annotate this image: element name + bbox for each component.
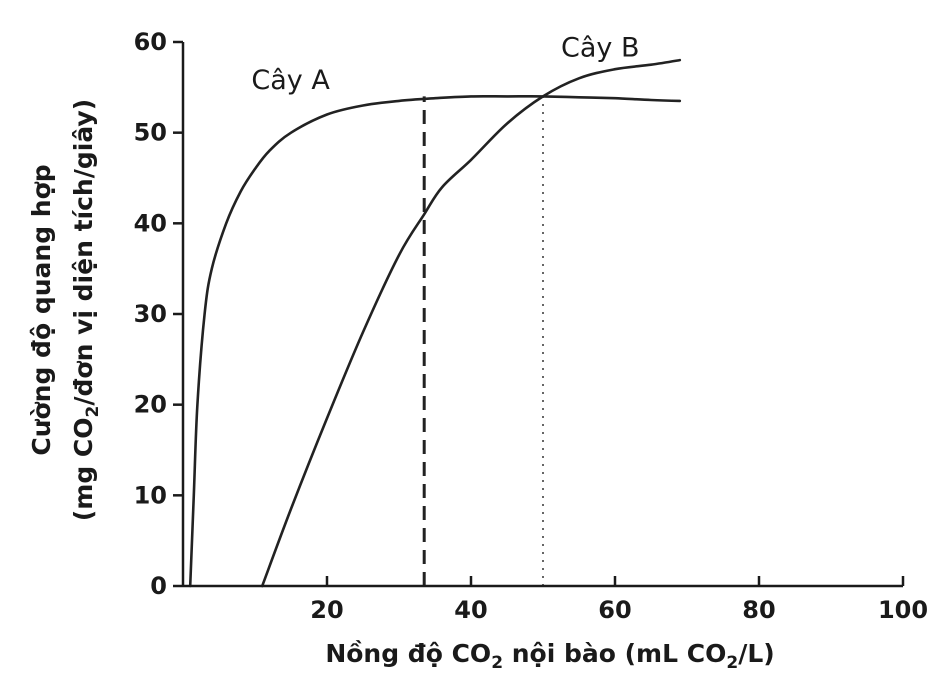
y-tick-label-0: 0 bbox=[150, 572, 167, 600]
ticks: 0 10 20 30 40 50 60 20 40 60 80 100 bbox=[134, 28, 928, 624]
y-tick-label-50: 50 bbox=[134, 119, 167, 147]
series-line-cay-a bbox=[188, 94, 682, 588]
x-axis-label: Nồng độ CO2 nội bào (mL CO2/L) bbox=[325, 639, 774, 673]
y-tick-label-30: 30 bbox=[134, 300, 167, 328]
y-tick-label-20: 20 bbox=[134, 391, 167, 419]
x-tick-label-80: 80 bbox=[742, 596, 775, 624]
x-tick-label-20: 20 bbox=[310, 596, 343, 624]
series-curves bbox=[188, 58, 682, 588]
series-line-cay-b bbox=[260, 58, 682, 588]
y-tick-label-40: 40 bbox=[134, 209, 167, 237]
series-label-cay-a: Cây A bbox=[251, 65, 330, 96]
y-tick-label-10: 10 bbox=[134, 481, 167, 509]
x-tick-label-100: 100 bbox=[878, 596, 928, 624]
y-axis-label-line2: (mg CO2/đơn vị diện tích/giây) bbox=[69, 99, 103, 521]
reference-lines bbox=[422, 96, 544, 586]
y-tick-label-60: 60 bbox=[134, 28, 167, 56]
series-label-cay-b: Cây B bbox=[561, 33, 639, 64]
y-axis-label-line1: Cường độ quang hợp bbox=[27, 164, 56, 455]
series-labels: Cây A Cây B bbox=[251, 33, 639, 97]
x-tick-label-60: 60 bbox=[598, 596, 631, 624]
x-tick-label-40: 40 bbox=[454, 596, 487, 624]
